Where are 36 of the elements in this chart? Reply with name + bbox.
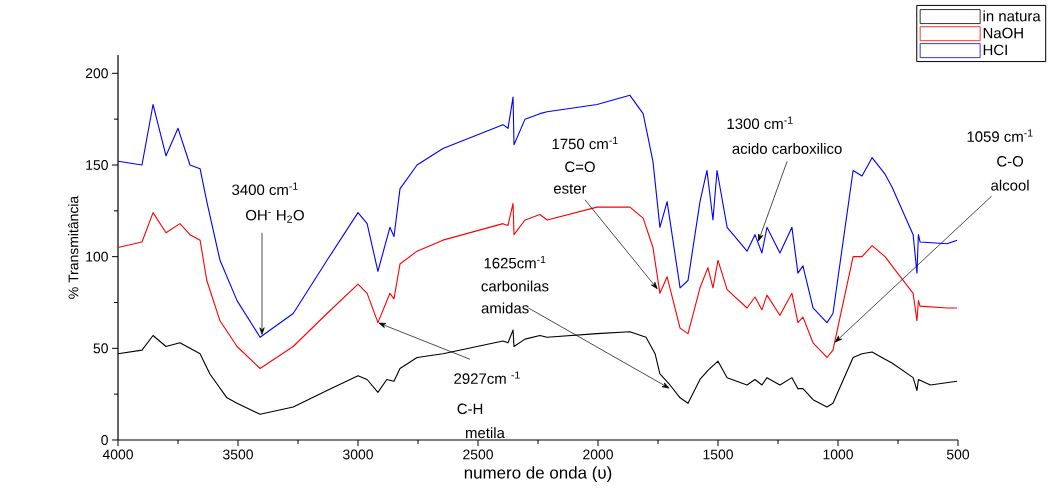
x-axis-title: numero de onda (υ) [464,466,612,482]
x-tick-label: 2500 [463,449,493,460]
annotation: carbonilas [481,280,549,292]
y-tick-label: 100 [86,251,108,262]
annotation: 1750 cm$^{-1}$ [552,136,618,150]
x-tick-label: 3000 [343,449,373,460]
y-tick-label: 150 [86,160,108,170]
y-axis-title: % Transmitância [68,195,79,299]
annotation: ester [553,183,587,194]
y-tick-label: 0 [101,435,108,445]
x-tick-label: 4000 [102,449,133,460]
legend-label: in natura [983,10,1041,22]
line-series [117,94,958,338]
x-tick-label: 1500 [703,449,733,460]
legend-label: HCI [983,44,1007,56]
annotation: OH$^{-}$ H$_{2}$O [246,209,304,223]
annotation: metila [466,427,505,439]
text: 1059 cm$^{-1}$ [967,129,1033,142]
x-tick-label: 500 [946,449,970,460]
annotation: acido carboxilico [732,143,842,154]
x-tick-label: 1000 [823,449,853,460]
y-tick-label: 200 [85,68,108,79]
x-tick-label: 3500 [223,449,253,460]
annotation: 1625cm$^{-1}$ [484,255,546,269]
annotation: 1300 cm$^{-1}$ [727,116,793,130]
annotation: amidas [481,302,529,314]
annotation: 2927cm $^{-1}$ [454,371,520,384]
line-series [117,202,958,370]
legend-label: NaOH [983,27,1023,39]
annotation: 3400 cm$^{-1}$ [232,182,298,196]
y-tick-label: 50 [93,343,108,354]
annotation: C=O [565,161,595,173]
x-tick-label: 2000 [583,449,613,460]
annotation: alcool [991,179,1029,191]
annotation: C-H [457,403,483,415]
text: C-O [997,156,1024,167]
